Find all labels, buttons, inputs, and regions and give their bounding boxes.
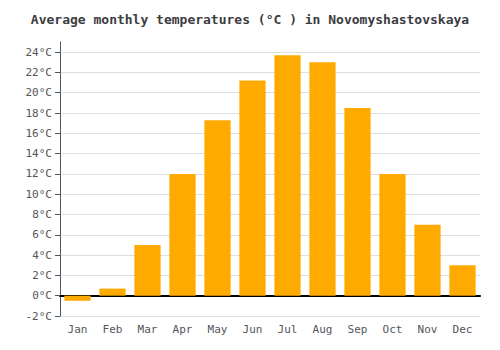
svg-text:22°C: 22°C xyxy=(26,66,53,79)
svg-text:18°C: 18°C xyxy=(26,107,53,120)
svg-text:20°C: 20°C xyxy=(26,86,53,99)
svg-text:12°C: 12°C xyxy=(26,167,53,180)
svg-text:Sep: Sep xyxy=(348,323,368,336)
svg-text:8°C: 8°C xyxy=(32,208,52,221)
svg-text:Jul: Jul xyxy=(278,323,298,336)
svg-text:-2°C: -2°C xyxy=(26,310,53,323)
svg-text:Aug: Aug xyxy=(313,323,333,336)
svg-text:May: May xyxy=(208,323,228,336)
svg-text:Mar: Mar xyxy=(138,323,158,336)
svg-text:Jan: Jan xyxy=(68,323,88,336)
svg-text:4°C: 4°C xyxy=(32,249,52,262)
svg-text:Oct: Oct xyxy=(383,323,403,336)
svg-text:Nov: Nov xyxy=(418,323,438,336)
svg-text:10°C: 10°C xyxy=(26,188,53,201)
svg-text:24°C: 24°C xyxy=(26,46,53,59)
svg-text:Feb: Feb xyxy=(103,323,123,336)
svg-text:2°C: 2°C xyxy=(32,269,52,282)
svg-text:Jun: Jun xyxy=(243,323,263,336)
svg-text:Apr: Apr xyxy=(173,323,193,336)
svg-text:14°C: 14°C xyxy=(26,147,53,160)
svg-text:Dec: Dec xyxy=(453,323,473,336)
svg-text:Average monthly temperatures (: Average monthly temperatures (°C ) in No… xyxy=(31,12,469,27)
svg-text:6°C: 6°C xyxy=(32,228,52,241)
svg-text:16°C: 16°C xyxy=(26,127,53,140)
svg-text:0°C: 0°C xyxy=(32,289,52,302)
